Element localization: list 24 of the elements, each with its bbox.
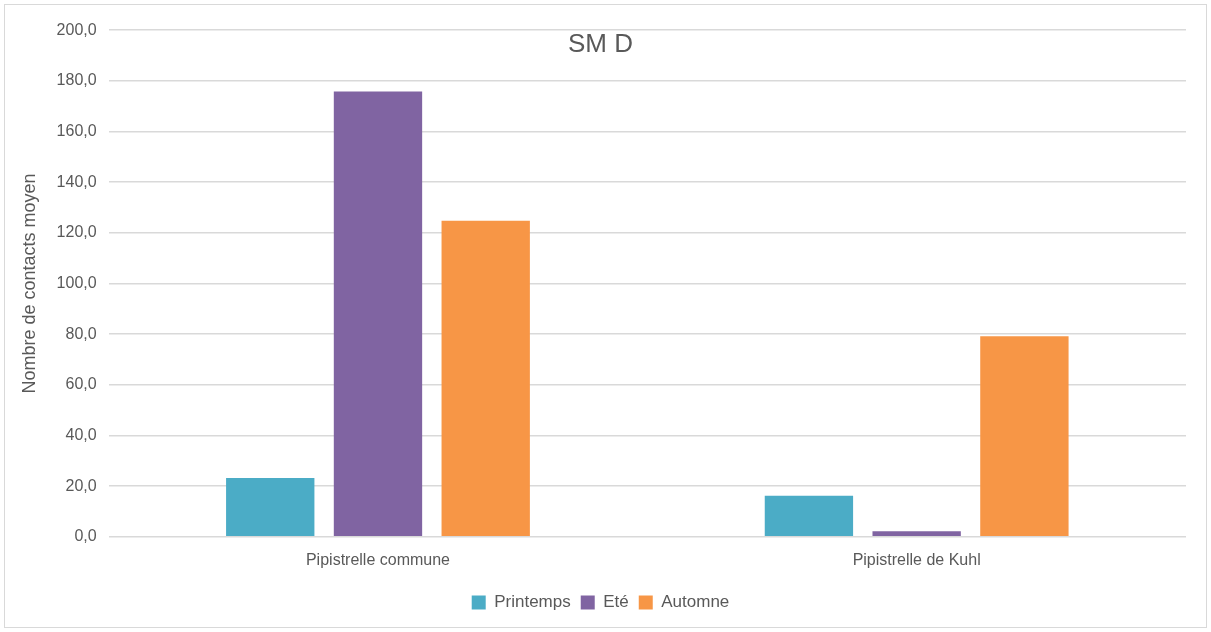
y-tick-label: 20,0 <box>65 476 97 494</box>
y-tick-label: 140,0 <box>56 172 97 190</box>
y-tick-label: 0,0 <box>74 527 97 545</box>
x-tick-label: Pipistrelle commune <box>305 550 451 568</box>
y-tick-label: 40,0 <box>65 425 97 443</box>
bar <box>764 495 854 537</box>
bar <box>872 531 961 537</box>
x-tick-label: Pipistrelle de Kuhl <box>852 550 981 568</box>
chart-title: SM D <box>568 27 633 58</box>
y-tick-label: 200,0 <box>56 20 97 38</box>
y-tick-label: 180,0 <box>56 71 97 89</box>
bar <box>226 478 315 537</box>
bar <box>441 220 530 537</box>
bar <box>980 336 1069 537</box>
y-tick-label: 60,0 <box>65 375 97 393</box>
legend-label: Eté <box>603 592 629 612</box>
legend-label: Automne <box>661 592 730 612</box>
y-tick-label: 100,0 <box>56 273 97 291</box>
legend-label: Printemps <box>494 592 571 612</box>
y-tick-label: 160,0 <box>56 121 97 139</box>
bar <box>333 91 423 537</box>
y-tick-label: 80,0 <box>65 324 97 342</box>
y-tick-label: 120,0 <box>56 223 97 241</box>
y-axis-title: Nombre de contacts moyen <box>18 173 39 394</box>
